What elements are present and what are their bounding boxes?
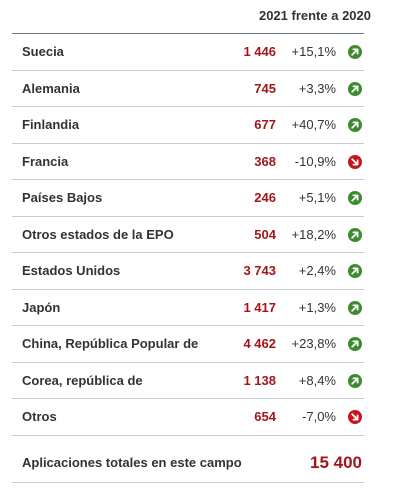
country-name: China, República Popular de [22, 336, 199, 351]
application-count: 246 [254, 190, 276, 205]
percent-change: -7,0% [302, 409, 336, 424]
trend-up-arrow-icon [348, 45, 362, 59]
application-count: 3 743 [243, 263, 276, 278]
percent-change: +3,3% [298, 80, 336, 96]
application-count: 1 417 [243, 299, 276, 315]
country-name: Finlandia [22, 117, 80, 132]
table-header: 2021 frente a 2020 [0, 0, 371, 32]
trend-up-arrow-icon [348, 227, 362, 242]
percent-change: +18,2% [291, 226, 336, 242]
country-name: Estados Unidos [22, 263, 121, 278]
country-name: Otros [22, 409, 57, 424]
table-row: Suecia 1 446 +15,1% [12, 34, 364, 71]
trend-up-arrow-icon [348, 337, 362, 351]
application-count: 368 [254, 153, 276, 169]
application-count: 504 [254, 226, 276, 242]
trend-up-arrow-icon [348, 81, 362, 96]
percent-change: +23,8% [291, 336, 336, 351]
application-count: 745 [254, 80, 276, 96]
table-row: Corea, república de 1 138 +8,4% [12, 363, 364, 399]
application-count: 1 446 [243, 44, 276, 59]
application-count: 4 462 [243, 336, 276, 351]
trend-down-arrow-icon [348, 410, 362, 424]
country-name: Otros estados de la EPO [22, 226, 174, 242]
trend-up-arrow-icon [348, 373, 362, 388]
country-name: Países Bajos [22, 190, 103, 205]
comparison-title: 2021 frente a 2020 [258, 8, 371, 23]
country-name: Japón [22, 299, 61, 315]
country-name: Alemania [22, 80, 80, 96]
trend-down-arrow-icon [348, 154, 362, 169]
total-value: 15 400 [310, 453, 362, 472]
table-row: Otros estados de la EPO 504 +18,2% [12, 217, 364, 253]
application-count: 677 [254, 117, 276, 132]
table-row: Estados Unidos 3 743 +2,4% [12, 253, 364, 290]
percent-change: +15,1% [291, 44, 336, 59]
header-divider [12, 33, 364, 34]
table-row: China, República Popular de 4 462 +23,8% [12, 326, 364, 363]
country-name: Corea, república de [22, 372, 143, 388]
trend-up-arrow-icon [348, 118, 362, 132]
percent-change: +8,4% [298, 372, 336, 388]
percent-change: +5,1% [298, 190, 336, 205]
percent-change: +40,7% [291, 117, 336, 132]
table-row: Otros 654 -7,0% [12, 399, 364, 436]
table-row: Países Bajos 246 +5,1% [12, 180, 364, 217]
table-row: Japón 1 417 +1,3% [12, 290, 364, 326]
table-body: Suecia 1 446 +15,1% Alemania 745 +3,3% Finland… [12, 34, 364, 436]
total-label: Aplicaciones totales en este campo [22, 455, 242, 470]
percent-change: +1,3% [298, 299, 336, 315]
country-name: Francia [22, 153, 69, 169]
table-row: Francia 368 -10,9% [12, 144, 364, 180]
trend-up-arrow-icon [348, 300, 362, 315]
trend-up-arrow-icon [348, 191, 362, 205]
table-row: Finlandia 677 +40,7% [12, 107, 364, 144]
country-name: Suecia [22, 44, 64, 59]
percent-change: +2,4% [298, 263, 336, 278]
application-count: 654 [254, 409, 276, 424]
percent-change: -10,9% [294, 153, 336, 169]
trend-up-arrow-icon [348, 264, 362, 278]
application-count: 1 138 [243, 372, 276, 388]
total-row: Aplicaciones totales en este campo 15 40… [12, 443, 364, 483]
table-row: Alemania 745 +3,3% [12, 71, 364, 107]
